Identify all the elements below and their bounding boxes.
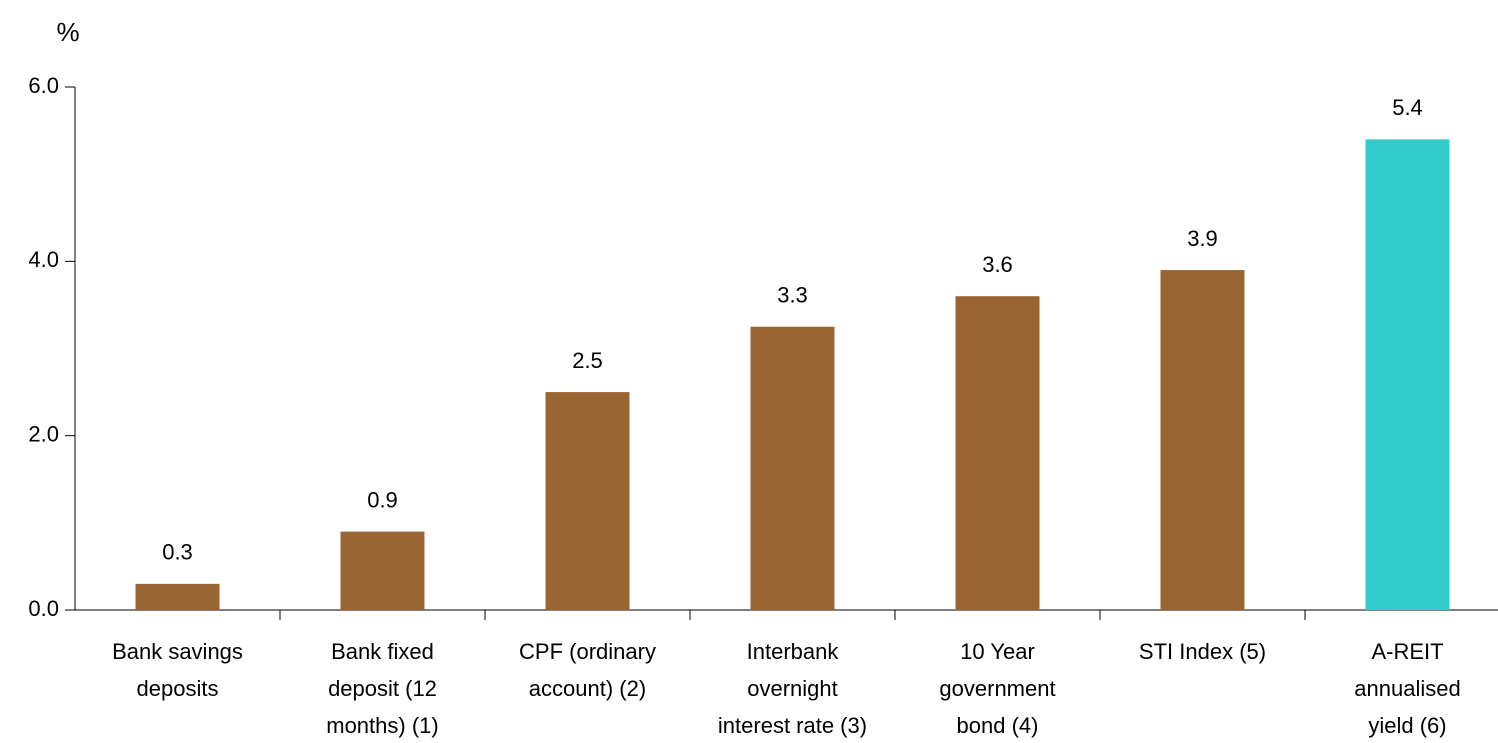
bar [1365,139,1450,611]
bar [135,583,220,610]
x-tick-label: Bank savings deposits [112,639,243,701]
x-tick-label: A-REIT annualised yield (6) [1354,639,1460,738]
bar [545,392,630,610]
value-label: 0.3 [162,540,193,565]
value-label: 3.6 [982,252,1013,277]
x-tick-label: CPF (ordinary account) (2) [519,639,656,701]
bar [340,531,425,610]
y-tick-label: 2.0 [28,421,59,446]
y-tick-label: 4.0 [28,247,59,272]
x-tick-label: STI Index (5) [1139,639,1266,664]
y-tick-label: 6.0 [28,73,59,98]
value-label: 5.4 [1392,95,1423,120]
x-tick-label: 10 Year government bond (4) [939,639,1055,738]
value-label: 2.5 [572,348,603,373]
value-label: 3.9 [1187,226,1218,251]
y-axis-label: % [56,17,79,47]
bar [955,296,1040,610]
bar [1160,270,1245,610]
y-tick-label: 0.0 [28,596,59,621]
x-tick-label: Interbank overnight interest rate (3) [718,639,867,738]
bar [750,326,835,610]
value-label: 3.3 [777,283,808,308]
x-tick-label: Bank fixed deposit (12 months) (1) [326,639,438,738]
value-label: 0.9 [367,487,398,512]
